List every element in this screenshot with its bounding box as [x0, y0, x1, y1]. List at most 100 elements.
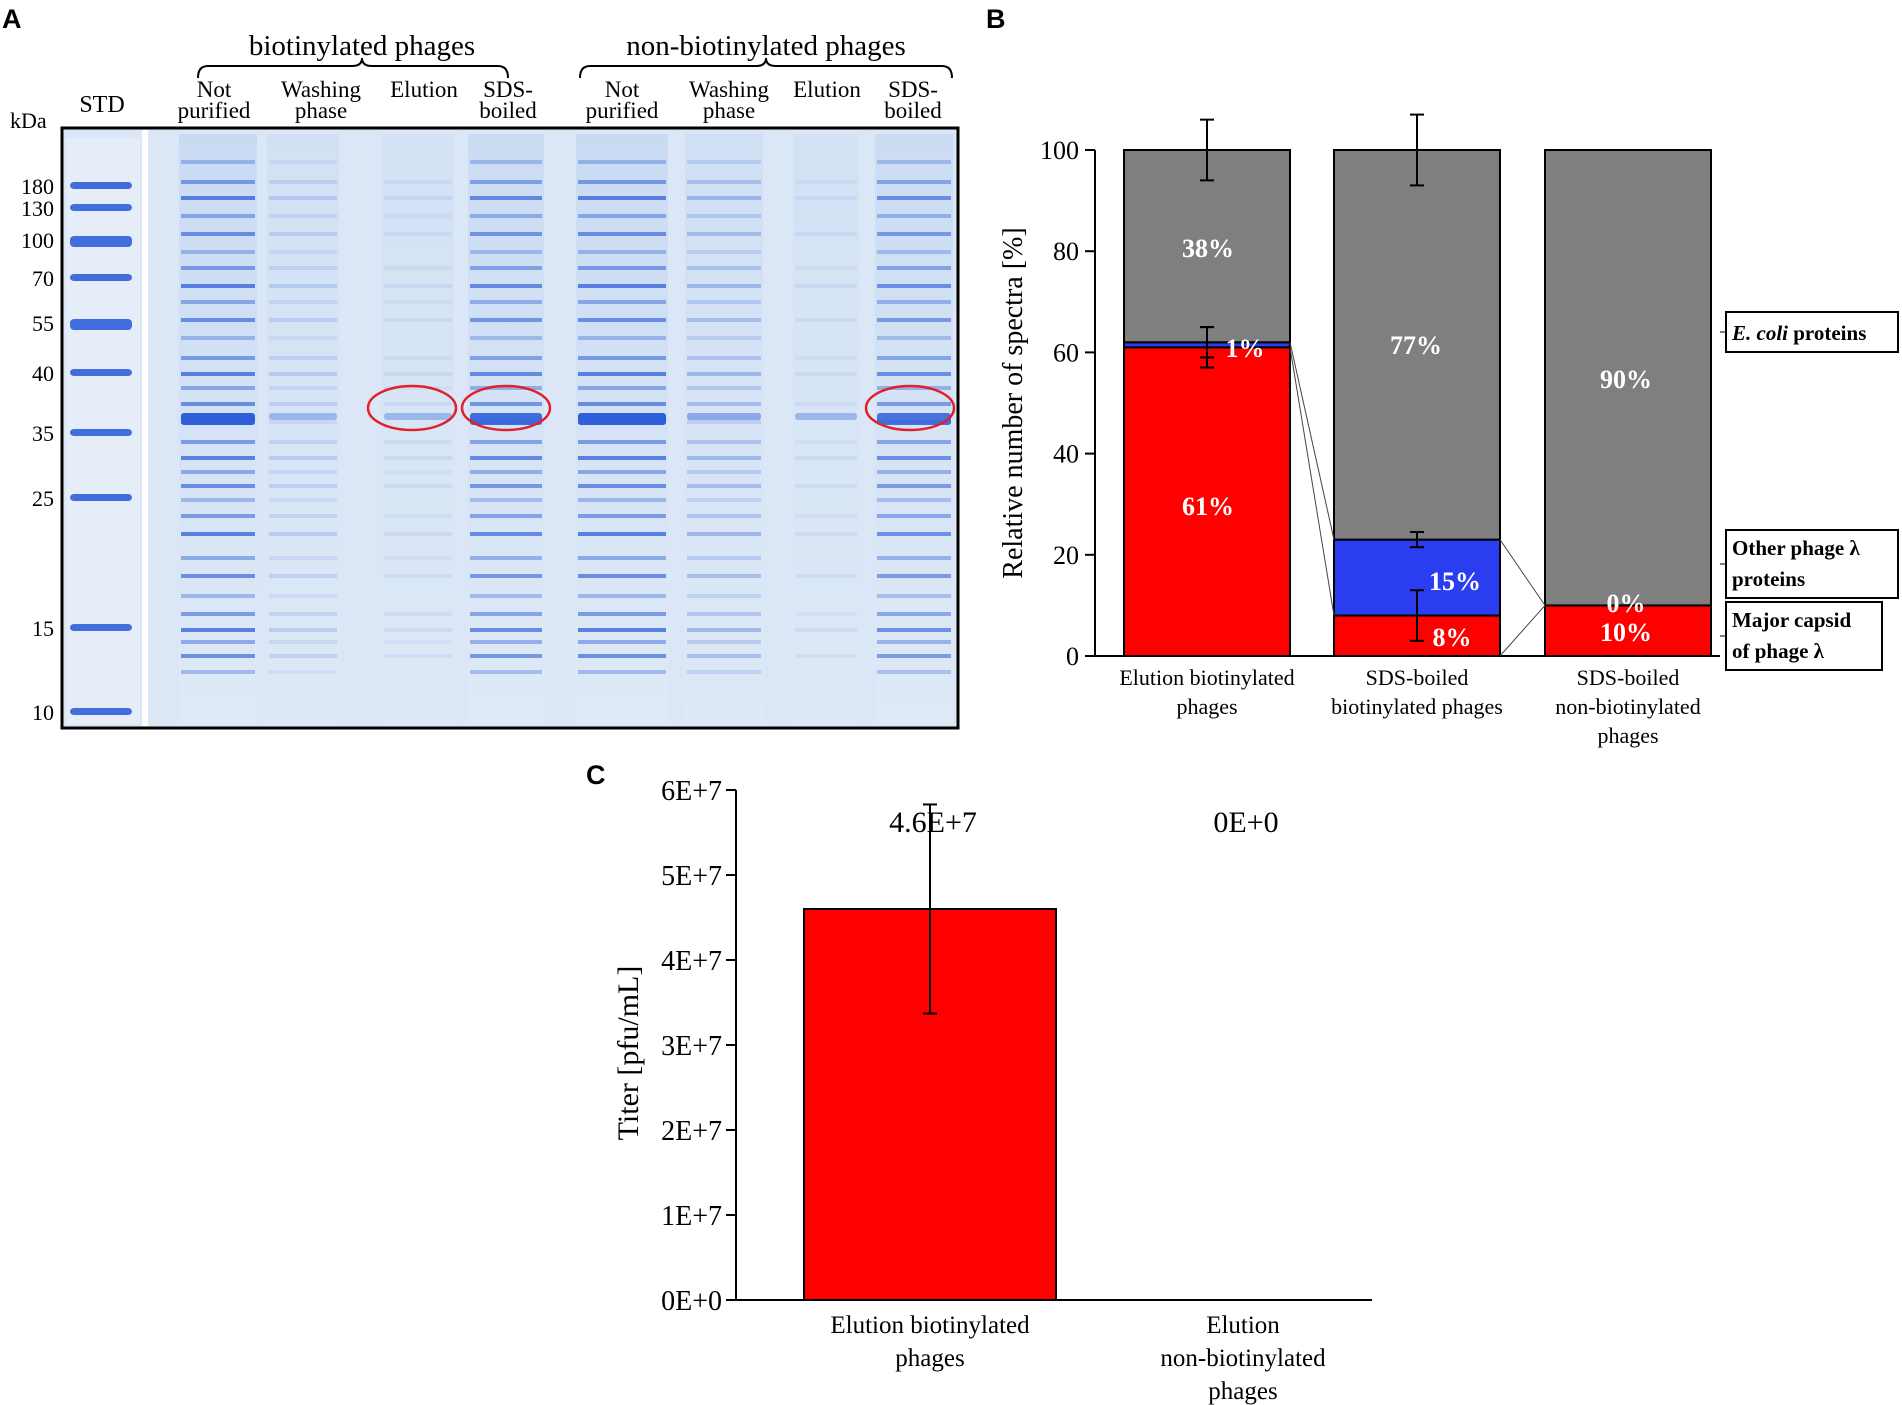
gel-band — [578, 266, 666, 270]
y-tick-label: 80 — [1053, 237, 1079, 266]
gel-band — [384, 284, 452, 288]
gel-band — [181, 214, 255, 218]
x-category-label: Elution biotinylated — [1119, 665, 1294, 690]
gel-band — [687, 640, 761, 644]
gel-band — [687, 300, 761, 304]
gel-band — [269, 484, 337, 488]
gel-band — [687, 180, 761, 184]
legend-label: of phage λ — [1732, 639, 1825, 663]
gel-band — [795, 232, 857, 236]
gel-band — [181, 470, 255, 474]
marker-band-40 — [70, 369, 132, 376]
gel-band — [181, 356, 255, 360]
gel-band — [181, 160, 255, 164]
gel-band — [181, 300, 255, 304]
group-label-1: biotinylated phages — [249, 30, 475, 62]
gel-band — [877, 284, 951, 288]
gel-band — [795, 440, 857, 444]
gel-band — [269, 318, 337, 322]
gel-band — [181, 402, 255, 406]
gel-band — [384, 556, 452, 560]
gel-band — [687, 594, 761, 598]
gel-band — [687, 612, 761, 616]
gel-band — [877, 266, 951, 270]
marker-band-100 — [70, 236, 132, 247]
gel-lane-6 — [685, 134, 763, 724]
panel-b-label: B — [986, 4, 1006, 34]
gel-band — [269, 498, 337, 502]
gel-band — [470, 574, 542, 578]
gel-band — [578, 300, 666, 304]
gel-band — [578, 402, 666, 406]
capsid-band — [687, 413, 761, 420]
gel-band — [578, 470, 666, 474]
lane-label-line2: phase — [295, 98, 347, 123]
y-tick-label: 2E+7 — [661, 1116, 722, 1147]
group-brace-2 — [579, 57, 953, 79]
gel-band — [795, 372, 857, 376]
lane-label-line2: boiled — [884, 98, 942, 123]
y-tick-label: 20 — [1053, 541, 1079, 570]
gel-lane-2 — [267, 134, 339, 724]
gel-band — [578, 372, 666, 376]
gel-band — [795, 654, 857, 658]
x-category-label: phages — [895, 1345, 964, 1372]
marker-band-10 — [70, 708, 132, 715]
gel-band — [578, 232, 666, 236]
gel-band — [470, 196, 542, 200]
gel-band — [269, 532, 337, 536]
gel-band — [181, 574, 255, 578]
x-category-label: SDS-boiled — [1577, 665, 1680, 690]
gel-band — [578, 250, 666, 254]
x-category-label: non-biotinylated — [1160, 1345, 1326, 1372]
gel-band — [384, 612, 452, 616]
gel-band — [687, 318, 761, 322]
gel-band — [470, 284, 542, 288]
x-category-label: SDS-boiled — [1366, 665, 1469, 690]
gel-band — [269, 640, 337, 644]
gel-band — [687, 284, 761, 288]
gel-band — [269, 670, 337, 674]
marker-label-35: 35 — [32, 421, 54, 446]
gel-band — [795, 574, 857, 578]
gel-band — [269, 160, 337, 164]
bar-segment-major-capsid-of-phage-- — [1123, 346, 1291, 657]
gel-band — [470, 232, 542, 236]
marker-band-15 — [70, 624, 132, 631]
connector-line — [1499, 605, 1546, 657]
gel-band — [384, 214, 452, 218]
gel-band — [877, 612, 951, 616]
gel-band — [578, 284, 666, 288]
value-label: 0% — [1607, 589, 1646, 618]
gel-band — [877, 456, 951, 460]
marker-label-10: 10 — [32, 700, 54, 725]
gel-band — [578, 456, 666, 460]
gel-band — [181, 372, 255, 376]
marker-label-130: 130 — [21, 196, 54, 221]
gel-band — [687, 456, 761, 460]
gel-band — [877, 640, 951, 644]
marker-label-40: 40 — [32, 361, 54, 386]
x-category-label: phages — [1597, 723, 1658, 748]
gel-band — [384, 484, 452, 488]
gel-band — [578, 514, 666, 518]
kda-label: kDa — [10, 108, 47, 133]
lane-label-line1: Elution — [793, 77, 861, 102]
gel-band — [384, 574, 452, 578]
gel-band — [269, 612, 337, 616]
gel-band — [470, 372, 542, 376]
gel-band — [687, 250, 761, 254]
gel-band — [181, 654, 255, 658]
panel-c-label: C — [586, 760, 606, 790]
gel-band — [687, 160, 761, 164]
bar-segment-e--coli-proteins — [1333, 149, 1501, 541]
x-category-label: Elution — [1206, 1312, 1280, 1339]
gel-band — [877, 470, 951, 474]
capsid-band — [877, 413, 951, 425]
capsid-band — [181, 413, 255, 425]
gel-band — [795, 196, 857, 200]
gel-band — [578, 532, 666, 536]
gel-band — [181, 196, 255, 200]
gel-band — [181, 484, 255, 488]
gel-band — [384, 470, 452, 474]
